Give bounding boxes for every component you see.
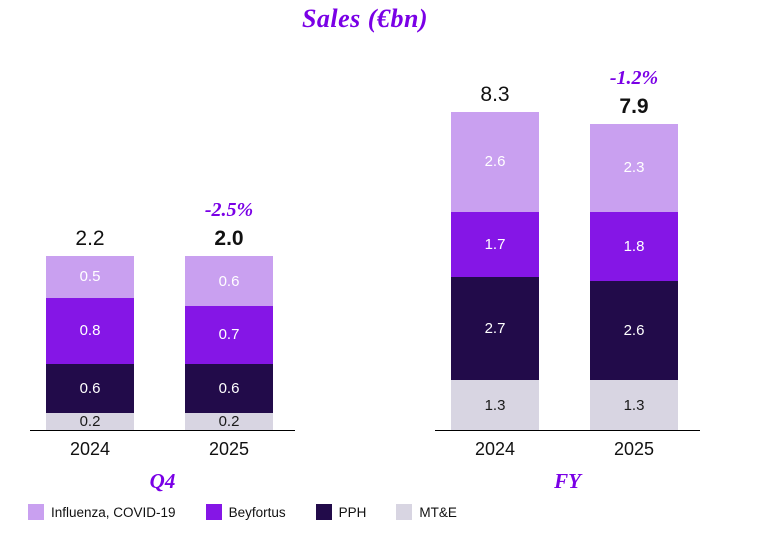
- legend-swatch-mt-e: [396, 504, 413, 520]
- bar-column-fy-2024: 8.3 2.6 1.7 2.7 1.3: [451, 83, 539, 430]
- change-label-q4: -2.5%: [204, 199, 254, 222]
- legend-swatch-influenza-covid-19: [28, 504, 44, 520]
- segment-beyfortus: 1.8: [590, 211, 678, 281]
- legend-item-influenza-covid-19: Influenza, COVID-19: [28, 504, 176, 520]
- segment-pph: 2.7: [451, 276, 539, 381]
- total-label-fy-2025: 7.9: [619, 94, 649, 118]
- segment-beyfortus: 1.7: [451, 211, 539, 277]
- change-label-fy: -1.2%: [609, 66, 659, 89]
- bar-column-q4-2024: 2.2 0.5 0.8 0.6 0.2: [46, 227, 134, 430]
- legend-item-pph: PPH: [315, 504, 367, 520]
- stacked-bar-q4-2024: 0.5 0.8 0.6 0.2: [46, 256, 134, 430]
- segment-influenza-covid-19: 0.6: [185, 256, 273, 306]
- fy-axis-line: [435, 430, 700, 431]
- fy-group-label: FY: [554, 469, 581, 493]
- legend-label-pph: PPH: [338, 504, 367, 520]
- category-label-q4-2024: 2024: [69, 439, 111, 459]
- stacked-bar-fy-2025: 2.3 1.8 2.6 1.3: [590, 123, 678, 430]
- legend-label-mt-e: MT&E: [419, 504, 457, 520]
- legend-swatch-pph: [315, 504, 332, 520]
- stacked-bar-q4-2025: 0.6 0.7 0.6 0.2: [185, 256, 273, 430]
- fy-bars-area: 8.3 2.6 1.7 2.7 1.3 -1.2% 7.9 2.3 1.8 2.6 1.3: [435, 56, 700, 430]
- segment-influenza-covid-19: 2.3: [590, 123, 678, 212]
- q4-category-row: 2024 2025: [30, 439, 295, 460]
- segment-pph: 0.6: [185, 363, 273, 414]
- segment-pph: 0.6: [46, 363, 134, 414]
- segment-influenza-covid-19: 2.6: [451, 112, 539, 212]
- q4-bars-area: 2.2 0.5 0.8 0.6 0.2 -2.5% 2.0 0.6 0.7 0.6 0.2: [30, 188, 295, 430]
- segment-mt-e: 0.2: [185, 413, 273, 430]
- segment-beyfortus: 0.8: [46, 297, 134, 364]
- bar-column-fy-2025: -1.2% 7.9 2.3 1.8 2.6 1.3: [590, 67, 678, 430]
- bar-column-q4-2025: -2.5% 2.0 0.6 0.7 0.6 0.2: [185, 199, 273, 430]
- q4-chart: 2.2 0.5 0.8 0.6 0.2 -2.5% 2.0 0.6 0.7 0.6 0.2 2024…: [30, 188, 295, 494]
- segment-mt-e: 1.3: [451, 380, 539, 430]
- total-label-q4-2025: 2.0: [214, 227, 244, 251]
- segment-mt-e: 0.2: [46, 413, 134, 430]
- q4-axis-line: [30, 430, 295, 431]
- fy-chart: 8.3 2.6 1.7 2.7 1.3 -1.2% 7.9 2.3 1.8 2.6 1.3 2024…: [435, 56, 700, 494]
- segment-pph: 2.6: [590, 280, 678, 381]
- total-label-q4-2024: 2.2: [75, 227, 105, 251]
- category-label-fy-2024: 2024: [474, 439, 516, 459]
- fy-category-row: 2024 2025: [435, 439, 700, 460]
- segment-influenza-covid-19: 0.5: [46, 256, 134, 298]
- legend-label-influenza-covid-19: Influenza, COVID-19: [51, 504, 176, 520]
- q4-group-label: Q4: [149, 469, 176, 493]
- total-label-fy-2024: 8.3: [480, 83, 510, 107]
- legend-item-beyfortus: Beyfortus: [205, 504, 286, 520]
- legend-swatch-beyfortus: [205, 504, 222, 520]
- legend-item-mt-e: MT&E: [396, 504, 457, 520]
- legend: Influenza, COVID-19 Beyfortus PPH MT&E: [28, 504, 457, 520]
- stacked-bar-fy-2024: 2.6 1.7 2.7 1.3: [451, 112, 539, 430]
- segment-mt-e: 1.3: [590, 380, 678, 430]
- chart-title: Sales (€bn): [301, 4, 429, 33]
- category-label-q4-2025: 2025: [208, 439, 250, 459]
- category-label-fy-2025: 2025: [613, 439, 655, 459]
- legend-label-beyfortus: Beyfortus: [228, 504, 286, 520]
- segment-beyfortus: 0.7: [185, 305, 273, 364]
